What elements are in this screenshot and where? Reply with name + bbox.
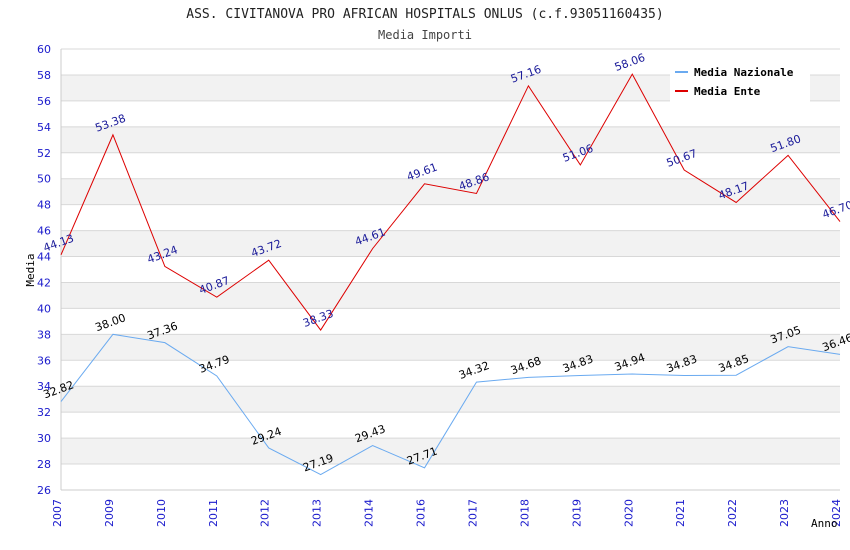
series-lines xyxy=(60,73,841,476)
grid-band xyxy=(61,178,840,205)
y-tick-label: 48 xyxy=(37,199,51,212)
x-tick-label: 2024 xyxy=(830,499,843,527)
x-tick-label: 2017 xyxy=(466,499,479,527)
x-tick-label: 2016 xyxy=(415,499,428,527)
y-axis-ticks: 26 28 30 32 34 36 38 40 42 44 46 48 50 52 54 56 58 60 xyxy=(37,43,51,497)
x-tick-label: 2009 xyxy=(103,499,116,527)
x-tick-label: 2010 xyxy=(155,499,168,527)
y-tick-label: 54 xyxy=(37,121,51,134)
grid-band xyxy=(61,386,840,413)
grid-lines xyxy=(60,48,840,491)
grid-band xyxy=(61,438,840,465)
chart-title: ASS. CIVITANOVA PRO AFRICAN HOSPITALS ON… xyxy=(186,7,663,22)
data-label: 58.06 xyxy=(613,51,647,74)
y-tick-label: 34 xyxy=(37,380,51,393)
legend-label: Media Nazionale xyxy=(694,66,794,79)
y-axis-label: Media xyxy=(24,253,37,286)
grid-band xyxy=(61,282,840,309)
grid-band xyxy=(61,230,840,257)
x-axis-ticks: 2007 2009 2010 2011 2012 2013 2014 2016 2017 2018… xyxy=(51,499,843,527)
x-tick-label: 2021 xyxy=(674,499,687,527)
grid-band xyxy=(61,334,840,361)
x-tick-label: 2019 xyxy=(570,499,583,527)
legend-background xyxy=(670,62,810,102)
y-tick-label: 44 xyxy=(37,251,51,264)
x-tick-label: 2011 xyxy=(207,499,220,527)
legend: Media Nazionale Media Ente xyxy=(670,62,810,102)
legend-label: Media Ente xyxy=(694,85,761,98)
y-tick-label: 56 xyxy=(37,95,51,108)
y-tick-label: 30 xyxy=(37,432,51,445)
y-tick-label: 26 xyxy=(37,484,51,497)
y-tick-label: 38 xyxy=(37,328,51,341)
y-tick-label: 28 xyxy=(37,458,51,471)
y-tick-label: 58 xyxy=(37,69,51,82)
y-tick-label: 42 xyxy=(37,276,51,289)
y-tick-label: 52 xyxy=(37,147,51,160)
x-tick-label: 2020 xyxy=(622,499,635,527)
series-line xyxy=(60,333,841,476)
x-tick-label: 2014 xyxy=(363,499,376,527)
x-tick-label: 2007 xyxy=(51,499,64,527)
y-tick-label: 46 xyxy=(37,225,51,238)
data-label: 34.32 xyxy=(457,359,491,382)
grid-bands xyxy=(61,74,840,465)
y-tick-label: 36 xyxy=(37,354,51,367)
x-tick-label: 2013 xyxy=(311,499,324,527)
y-tick-label: 50 xyxy=(37,173,51,186)
data-label: 38.00 xyxy=(94,311,128,334)
x-tick-label: 2022 xyxy=(726,499,739,527)
x-tick-label: 2023 xyxy=(778,499,791,527)
series-line xyxy=(60,73,841,331)
x-tick-label: 2018 xyxy=(518,499,531,527)
y-tick-label: 32 xyxy=(37,406,51,419)
x-axis-label: Anno xyxy=(811,517,838,530)
chart-subtitle: Media Importi xyxy=(378,28,472,42)
x-tick-label: 2012 xyxy=(259,499,272,527)
y-tick-label: 60 xyxy=(37,43,51,56)
y-tick-label: 40 xyxy=(37,302,51,315)
grid-band xyxy=(61,126,840,153)
